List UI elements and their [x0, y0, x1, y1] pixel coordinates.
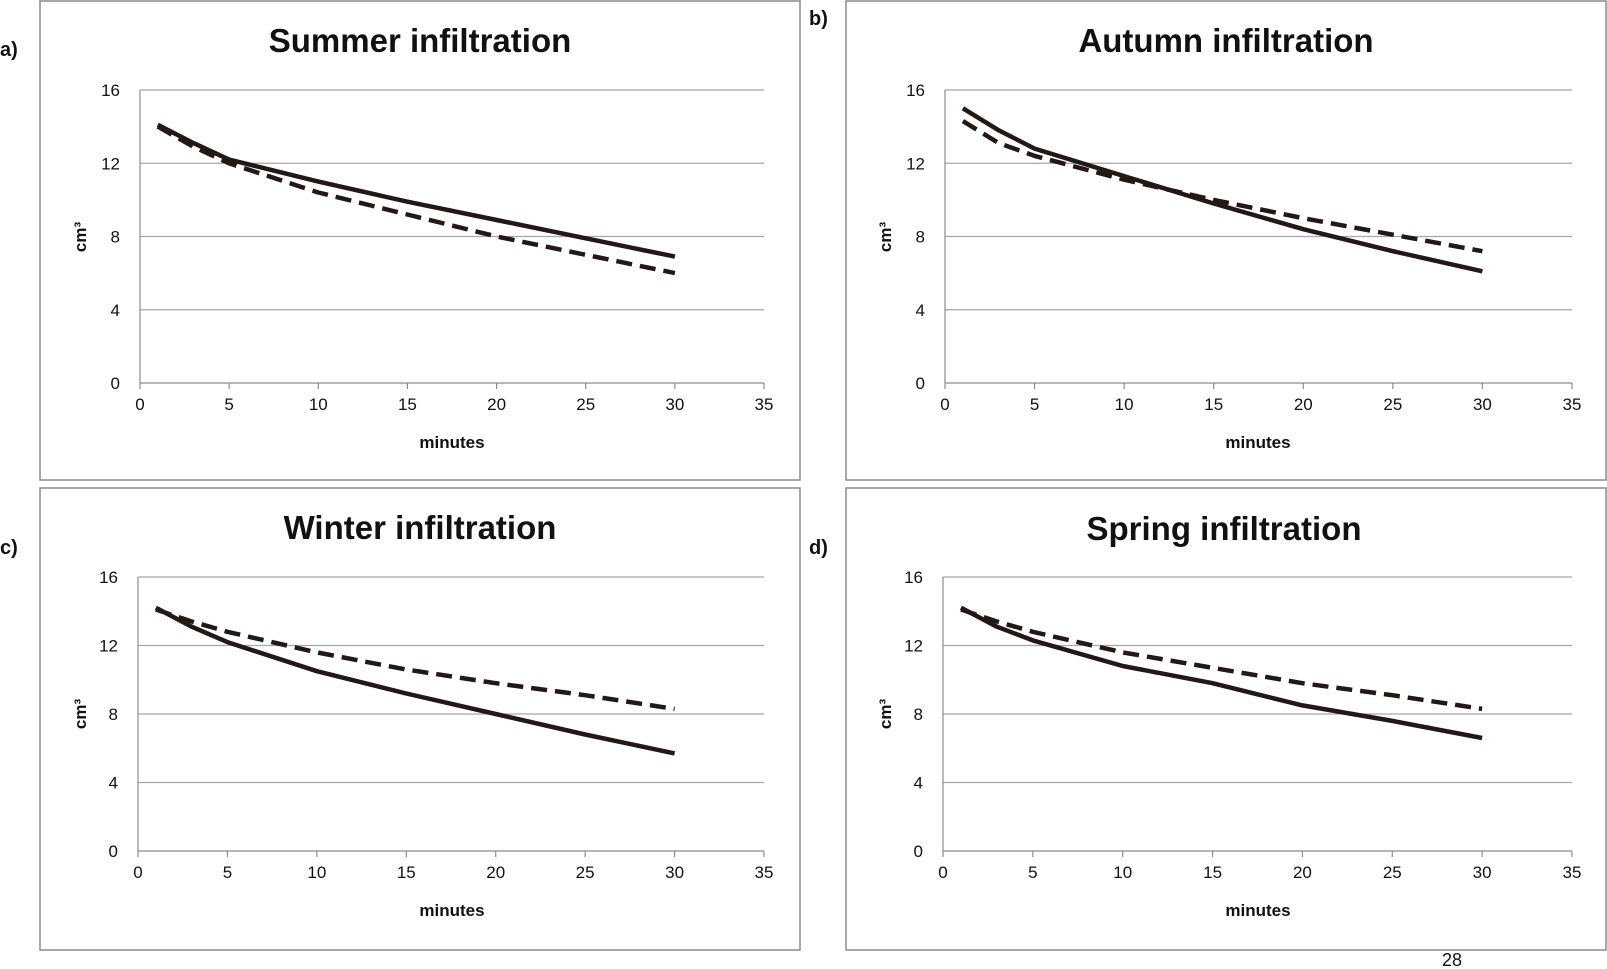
x-tick-label: 5	[1030, 395, 1039, 414]
chart-frame	[845, 487, 1607, 951]
x-tick-label: 15	[1204, 395, 1223, 414]
x-tick-label: 0	[135, 395, 144, 414]
y-tick-label: 0	[916, 374, 925, 393]
x-tick-label: 35	[755, 395, 774, 414]
panel-letter: b)	[809, 8, 828, 30]
chart-panel-summer: a) Summer infiltration 0 4 8 12 16 0 5 10 15 20 25…	[0, 0, 801, 481]
x-tick-label: 35	[1563, 863, 1582, 882]
chart-panel-winter: c) Winter infiltration 0 4 8 12 16 0 5 10 15 20 25…	[0, 487, 801, 951]
series-line-solid	[959, 605, 1483, 741]
x-tick-label: 35	[1563, 395, 1582, 414]
x-tick-label: 30	[1473, 395, 1492, 414]
x-tick-label: 15	[397, 863, 416, 882]
x-tick-label: 5	[224, 395, 233, 414]
y-tick-label: 12	[101, 154, 120, 173]
x-tick-label: 10	[309, 395, 328, 414]
y-tick-label: 12	[904, 637, 923, 656]
x-tick-label: 35	[755, 863, 774, 882]
y-tick-label: 8	[914, 705, 923, 724]
x-tick-label: 10	[1113, 863, 1132, 882]
chart-frame	[845, 0, 1607, 481]
panel-letter: d)	[809, 537, 828, 559]
x-tick-label: 10	[1115, 395, 1134, 414]
x-tick-label: 20	[487, 395, 506, 414]
x-tick-label: 20	[486, 863, 505, 882]
x-tick-label: 10	[307, 863, 326, 882]
x-tick-label: 30	[665, 395, 684, 414]
chart-panel-autumn: b) Autumn infiltration 0 4 8 12 16 0 5 10 15 20 25…	[809, 0, 1607, 481]
x-tick-label: 25	[1383, 395, 1402, 414]
x-tick-label: 25	[576, 863, 595, 882]
x-tick-label: 5	[1028, 863, 1037, 882]
y-tick-label: 12	[906, 154, 925, 173]
y-tick-label: 12	[99, 637, 118, 656]
x-tick-label: 0	[938, 863, 947, 882]
x-axis-label: minutes	[419, 433, 484, 452]
x-axis-label: minutes	[1225, 901, 1290, 920]
y-axis-label: cm³	[876, 222, 895, 253]
plot-area: 0 4 8 12 16 0 5 10 15 20 25 30 35	[101, 81, 773, 414]
x-tick-label: 30	[1473, 863, 1492, 882]
chart-title: Autumn infiltration	[1078, 22, 1373, 59]
plot-area: 0 4 8 12 16 0 5 10 15 20 25 30 35	[906, 81, 1581, 414]
y-axis-label: cm³	[876, 699, 895, 730]
x-axis-label: minutes	[1225, 433, 1290, 452]
chart-title: Summer infiltration	[269, 22, 572, 59]
panel-letter: a)	[0, 39, 18, 61]
x-axis-label: minutes	[419, 901, 484, 920]
chart-frame	[39, 0, 801, 481]
plot-area: 0 4 8 12 16 0 5 10 15 20 25 30 35	[904, 568, 1581, 882]
chart-frame	[39, 487, 801, 951]
x-tick-label: 25	[576, 395, 595, 414]
y-tick-label: 4	[111, 301, 120, 320]
y-tick-label: 0	[109, 842, 118, 861]
chart-panel-spring: d) Spring infiltration 0 4 8 12 16 0 5 10 15 20 25…	[809, 487, 1607, 951]
y-tick-label: 16	[906, 81, 925, 100]
y-tick-label: 4	[916, 301, 925, 320]
y-tick-label: 8	[109, 705, 118, 724]
chart-title: Winter infiltration	[284, 509, 557, 546]
y-tick-label: 0	[914, 842, 923, 861]
series-line-dashed	[156, 124, 676, 276]
series-line-dashed	[155, 607, 675, 712]
x-tick-label: 15	[398, 395, 417, 414]
y-tick-label: 16	[904, 568, 923, 587]
x-tick-label: 20	[1293, 863, 1312, 882]
x-tick-label: 0	[133, 863, 142, 882]
series-line-dashed	[961, 119, 1483, 254]
y-tick-label: 16	[99, 568, 118, 587]
x-tick-label: 20	[1294, 395, 1313, 414]
panel-letter: c)	[0, 537, 18, 559]
series-line-solid	[156, 122, 676, 259]
series-line-solid	[154, 605, 676, 756]
x-tick-label: 30	[665, 863, 684, 882]
y-axis-label: cm³	[71, 699, 90, 730]
x-tick-label: 15	[1203, 863, 1222, 882]
chart-title: Spring infiltration	[1087, 510, 1362, 547]
plot-area: 0 4 8 12 16 0 5 10 15 20 25 30 35	[99, 568, 773, 882]
page-number: 28	[1442, 950, 1462, 969]
y-tick-label: 8	[111, 228, 120, 247]
x-tick-label: 5	[223, 863, 232, 882]
y-tick-label: 4	[914, 774, 923, 793]
x-tick-label: 25	[1383, 863, 1402, 882]
y-tick-label: 8	[916, 228, 925, 247]
x-tick-label: 0	[940, 395, 949, 414]
y-tick-label: 4	[109, 774, 118, 793]
y-tick-label: 16	[101, 81, 120, 100]
y-axis-label: cm³	[71, 222, 90, 253]
y-tick-label: 0	[111, 374, 120, 393]
